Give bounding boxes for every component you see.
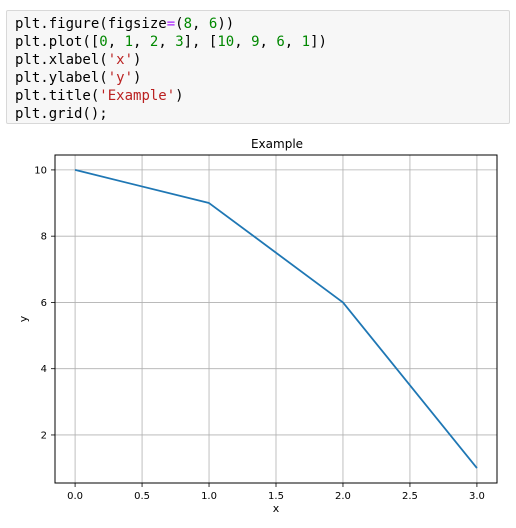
x-tick-label: 2.0: [335, 491, 351, 502]
code-line: plt.ylabel('y'): [15, 70, 141, 86]
code-token: 6: [276, 34, 284, 50]
code-line: plt.title('Example'): [15, 88, 184, 104]
code-line: plt.grid();: [15, 106, 108, 122]
y-tick-label: 2: [41, 430, 47, 441]
code-token: 'Example': [99, 88, 175, 104]
code-token: ,: [108, 34, 125, 50]
code-token: ,: [133, 34, 150, 50]
code-token: =: [167, 16, 175, 32]
code-token: 0: [99, 34, 107, 50]
code-line: plt.figure(figsize=(8, 6)): [15, 16, 234, 32]
code-token: plt.xlabel(: [15, 52, 108, 68]
code-token: 9: [251, 34, 259, 50]
code-token: plt.grid();: [15, 106, 108, 122]
code-token: 3: [175, 34, 183, 50]
code-token: ): [175, 88, 183, 104]
code-token: ,: [234, 34, 251, 50]
x-tick-label: 2.5: [402, 491, 418, 502]
y-tick-label: 10: [34, 165, 47, 176]
code-token: ], [: [184, 34, 218, 50]
code-token: 'y': [108, 70, 133, 86]
chart-title: Example: [251, 137, 303, 151]
x-tick-label: 1.5: [268, 491, 284, 502]
y-tick-label: 8: [41, 232, 47, 243]
code-line: plt.plot([0, 1, 2, 3], [10, 9, 6, 1]): [15, 34, 327, 50]
code-token: )): [217, 16, 234, 32]
x-tick-label: 0.5: [134, 491, 150, 502]
ticks: 0.0 0.5 1.0 1.5 2.0 2.5 3.0 2 4 6 8 10: [34, 165, 485, 502]
code-token: (: [175, 16, 183, 32]
code-token: plt.title(: [15, 88, 99, 104]
code-token: 10: [217, 34, 234, 50]
code-token: 'x': [108, 52, 133, 68]
line-chart: Example 0.0 0.5 1.0 1.5 2.0 2.5 3.0 2 4 6 8 10 x y: [0, 132, 516, 524]
code-token: plt.figure(figsize: [15, 16, 167, 32]
y-axis-label: y: [17, 315, 30, 322]
code-token: 1: [125, 34, 133, 50]
code-token: ): [133, 70, 141, 86]
code-token: ,: [285, 34, 302, 50]
code-token: ,: [192, 16, 209, 32]
code-token: ,: [158, 34, 175, 50]
code-token: 8: [184, 16, 192, 32]
code-token: ]): [310, 34, 327, 50]
grid: [55, 155, 497, 483]
code-editor[interactable]: plt.figure(figsize=(8, 6)) plt.plot([0, …: [15, 15, 327, 123]
y-tick-label: 4: [41, 364, 47, 375]
x-tick-label: 3.0: [469, 491, 485, 502]
x-tick-label: 1.0: [201, 491, 217, 502]
output-area: Example 0.0 0.5 1.0 1.5 2.0 2.5 3.0 2 4 6 8 10 x y: [0, 132, 516, 524]
code-token: 1: [302, 34, 310, 50]
y-tick-label: 6: [41, 298, 47, 309]
code-token: plt.ylabel(: [15, 70, 108, 86]
code-token: ): [133, 52, 141, 68]
code-token: ,: [260, 34, 277, 50]
x-axis-label: x: [273, 502, 280, 515]
code-cell[interactable]: plt.figure(figsize=(8, 6)) plt.plot([0, …: [6, 10, 510, 124]
x-tick-label: 0.0: [67, 491, 83, 502]
code-token: plt.plot([: [15, 34, 99, 50]
code-line: plt.xlabel('x'): [15, 52, 141, 68]
